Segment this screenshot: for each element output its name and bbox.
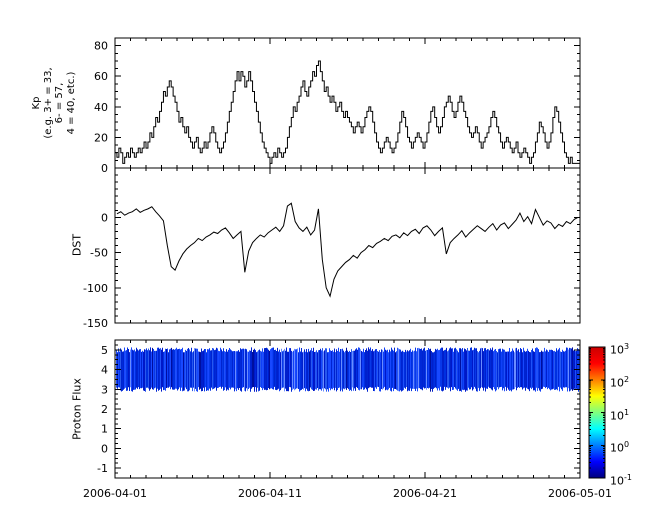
y-tick-label: -150: [83, 317, 108, 330]
y-tick-labels: 0 20 40 60 80 0 -50 -100 -150 5 4 3 2 1 0 -1: [83, 40, 108, 476]
x-tick-label: 2006-04-21: [393, 487, 457, 500]
y-tick-label: 3: [101, 383, 108, 396]
y-tick-label: 4: [101, 364, 108, 377]
colorbar-tick-label: 102: [610, 374, 630, 390]
colorbar-tick-label: 101: [610, 407, 630, 423]
x-tick-label: 2006-05-01: [548, 487, 612, 500]
x-tick-label: 2006-04-11: [238, 487, 302, 500]
y-tick-label: 5: [101, 344, 108, 357]
x-tick-label: 2006-04-01: [83, 487, 147, 500]
y-tick-label: 0: [101, 211, 108, 224]
dst-line: [116, 202, 579, 298]
kp-axis-label-line: 6- = 57,: [54, 82, 65, 124]
colorbar-tick-label: 10-1: [610, 473, 632, 488]
dst-axis-label: DST: [70, 233, 84, 257]
kp-axis-label: Kp (e.g. 3+ = 33, 6- = 57, 4 = 40, etc.): [31, 67, 77, 138]
panel-frame: [114, 167, 581, 324]
kp-axis-label-line: 4 = 40, etc.): [65, 71, 77, 135]
y-tick-label: 0: [101, 162, 108, 175]
y-tick-label: 80: [94, 40, 108, 53]
proton-flux-band: [116, 347, 580, 392]
colorbar-tick-label: 103: [610, 342, 630, 357]
proton-flux-axis-label: Proton Flux: [70, 378, 84, 440]
y-tick-label: 40: [94, 101, 108, 114]
kp-axis-label-line: (e.g. 3+ = 33,: [42, 67, 54, 139]
y-tick-label: 20: [94, 131, 108, 144]
y-tick-label: 60: [94, 70, 108, 83]
y-tick-label: -100: [83, 282, 108, 295]
kp-step-line: [115, 60, 580, 164]
y-tick-label: 1: [101, 423, 108, 436]
colorbar-tick-label: 100: [610, 440, 630, 455]
y-tick-label: -1: [97, 462, 108, 475]
y-tick-label: 2: [101, 403, 108, 416]
y-tick-label: 0: [101, 442, 108, 455]
axes: [114, 37, 606, 479]
y-tick-label: -50: [90, 247, 108, 260]
kp-axis-label-line: Kp: [31, 96, 42, 110]
